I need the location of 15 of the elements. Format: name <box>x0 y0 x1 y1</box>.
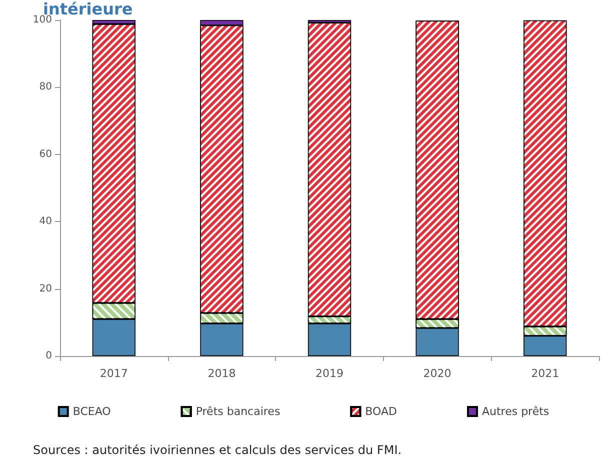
y-tick-label: 40 <box>39 216 52 228</box>
y-tick-label: 80 <box>39 82 52 93</box>
legend-label: BCEAO <box>72 405 112 418</box>
legend-label: BOAD <box>365 405 397 418</box>
y-tick-label: 20 <box>39 283 52 294</box>
x-tick-label: 2017 <box>100 367 128 380</box>
source-note: Sources : autorités ivoiriennes et calculs des services du FMI. <box>33 443 402 457</box>
x-tick-label: 2021 <box>531 367 560 380</box>
x-tick-label: 2020 <box>423 367 452 380</box>
x-tick-label: 2018 <box>208 367 236 380</box>
legend-label: Prêts bancaires <box>196 405 280 418</box>
y-tick-label: 60 <box>39 148 52 160</box>
x-tick-label: 2019 <box>316 367 344 380</box>
y-tick-label: 0 <box>46 350 52 362</box>
legend-label: Autres prêts <box>482 405 550 418</box>
